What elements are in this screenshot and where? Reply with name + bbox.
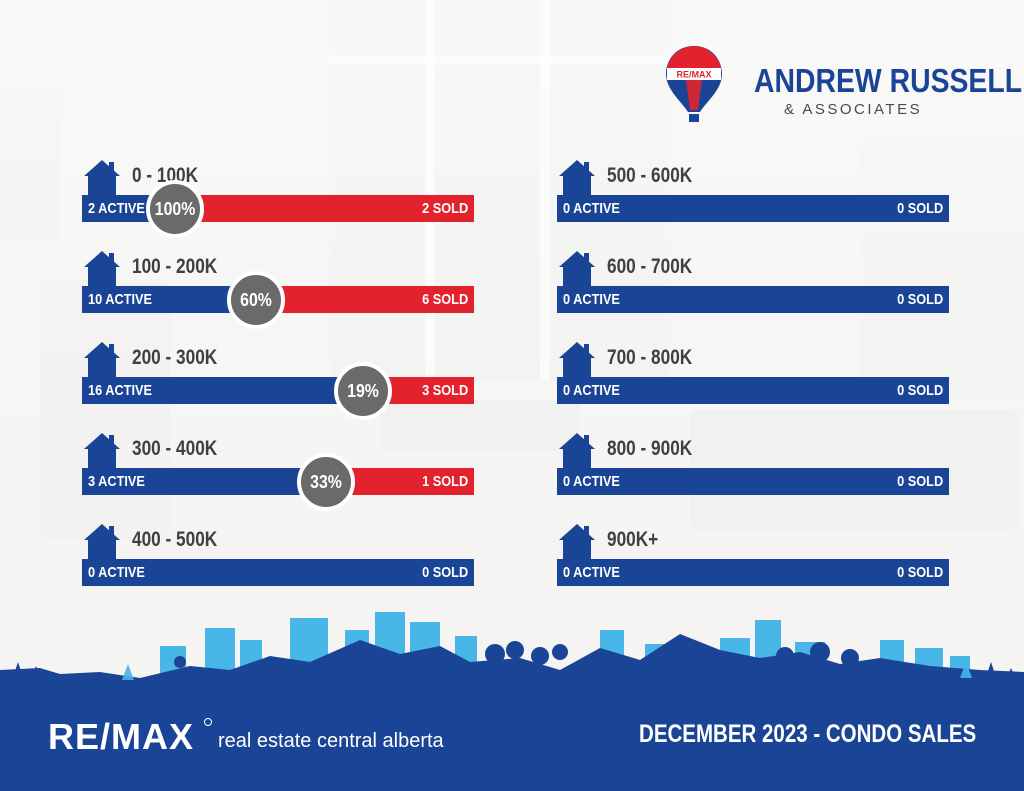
sold-count: 2 SOLD [421, 200, 468, 217]
price-range-label: 200 - 300K [132, 346, 218, 369]
price-range-label: 400 - 500K [132, 528, 218, 551]
percentage-text: 100% [154, 198, 196, 219]
range-card: 300 - 400K 3 ACTIVE 1 SOLD 33% [82, 433, 474, 511]
range-card: 400 - 500K 0 ACTIVE 0 SOLD [82, 524, 474, 594]
active-count: 0 ACTIVE [563, 473, 620, 490]
sold-count: 0 SOLD [896, 382, 943, 399]
brand-logo: RE/MAX ANDREW RUSSELL & ASSOCIATES [664, 44, 1022, 128]
report-title: DECEMBER 2023 - CONDO SALES [638, 720, 976, 748]
house-icon [84, 342, 120, 382]
range-card: 700 - 800K 0 ACTIVE 0 SOLD [557, 342, 949, 412]
active-portion [557, 559, 949, 586]
active-sold-bar: 0 ACTIVE 0 SOLD [557, 286, 949, 313]
price-range-label: 800 - 900K [607, 437, 693, 460]
brand-name: ANDREW RUSSELL [754, 62, 1023, 99]
sold-percentage-badge: 33% [297, 453, 355, 511]
price-range-label: 700 - 800K [607, 346, 693, 369]
sold-count: 0 SOLD [896, 473, 943, 490]
sold-count: 3 SOLD [421, 382, 468, 399]
active-portion [82, 468, 326, 495]
balloon-icon: RE/MAX [666, 46, 722, 122]
sold-count: 0 SOLD [896, 564, 943, 581]
price-range-label: 300 - 400K [132, 437, 218, 460]
active-portion [557, 377, 949, 404]
active-portion [557, 468, 949, 495]
active-sold-bar: 16 ACTIVE 3 SOLD 19% [82, 362, 474, 420]
house-icon [559, 160, 595, 200]
active-count: 0 ACTIVE [563, 200, 620, 217]
footer-remax-logo: RE/MAX [48, 716, 195, 757]
range-card: 200 - 300K 16 ACTIVE 3 SOLD 19% [82, 342, 474, 420]
active-sold-bar: 10 ACTIVE 6 SOLD 60% [82, 271, 474, 329]
active-portion [82, 195, 152, 222]
balloon-text: RE/MAX [676, 70, 711, 80]
range-card: 900K+ 0 ACTIVE 0 SOLD [557, 524, 949, 594]
price-range-label: 500 - 600K [607, 164, 693, 187]
active-count: 0 ACTIVE [563, 382, 620, 399]
house-icon [559, 342, 595, 382]
active-sold-bar: 2 ACTIVE 2 SOLD 100% [82, 180, 474, 238]
active-count: 16 ACTIVE [88, 382, 153, 399]
sold-count: 0 SOLD [421, 564, 468, 581]
active-count: 3 ACTIVE [88, 473, 145, 490]
active-sold-bar: 0 ACTIVE 0 SOLD [557, 377, 949, 404]
house-icon [84, 160, 120, 200]
active-count: 0 ACTIVE [563, 564, 620, 581]
brand-subtitle: & ASSOCIATES [784, 101, 923, 118]
active-portion [82, 377, 363, 404]
range-card: 800 - 900K 0 ACTIVE 0 SOLD [557, 433, 949, 503]
active-portion [557, 195, 949, 222]
sold-percentage-badge: 60% [227, 271, 285, 329]
price-range-label: 100 - 200K [132, 255, 218, 278]
active-sold-bar: 0 ACTIVE 0 SOLD [82, 559, 474, 586]
active-count: 2 ACTIVE [88, 200, 145, 217]
sold-percentage-badge: 19% [334, 362, 392, 420]
house-icon [559, 251, 595, 291]
house-icon [559, 524, 595, 564]
range-card: 500 - 600K 0 ACTIVE 0 SOLD [557, 160, 949, 230]
range-card: 100 - 200K 10 ACTIVE 6 SOLD 60% [82, 251, 474, 329]
house-icon [84, 433, 120, 473]
sold-count: 6 SOLD [421, 291, 468, 308]
active-sold-bar: 0 ACTIVE 0 SOLD [557, 559, 949, 586]
range-card: 600 - 700K 0 ACTIVE 0 SOLD [557, 251, 949, 321]
percentage-text: 60% [240, 289, 272, 310]
registered-mark-icon [204, 718, 212, 726]
active-count: 0 ACTIVE [563, 291, 620, 308]
active-count: 0 ACTIVE [88, 564, 145, 581]
percentage-text: 19% [347, 380, 379, 401]
sold-count: 0 SOLD [896, 200, 943, 217]
price-range-cards: 0 - 100K 2 ACTIVE 2 SOLD 100% 100 - 200K 10 A… [82, 160, 949, 594]
sold-percentage-badge: 100% [146, 180, 204, 238]
active-count: 10 ACTIVE [88, 291, 153, 308]
active-sold-bar: 3 ACTIVE 1 SOLD 33% [82, 453, 474, 511]
range-card: 0 - 100K 2 ACTIVE 2 SOLD 100% [82, 160, 474, 238]
city-skyline-graphic [0, 612, 1024, 692]
house-icon [559, 433, 595, 473]
active-sold-bar: 0 ACTIVE 0 SOLD [557, 195, 949, 222]
footer-bar: RE/MAX real estate central alberta DECEM… [0, 686, 1024, 791]
active-portion [557, 286, 949, 313]
active-sold-bar: 0 ACTIVE 0 SOLD [557, 468, 949, 495]
price-range-label: 900K+ [607, 528, 659, 551]
house-icon [84, 524, 120, 564]
price-range-label: 600 - 700K [607, 255, 693, 278]
footer-tagline: real estate central alberta [218, 730, 444, 752]
sold-count: 1 SOLD [421, 473, 468, 490]
house-icon [84, 251, 120, 291]
percentage-text: 33% [310, 471, 342, 492]
sold-count: 0 SOLD [896, 291, 943, 308]
active-portion [82, 559, 474, 586]
